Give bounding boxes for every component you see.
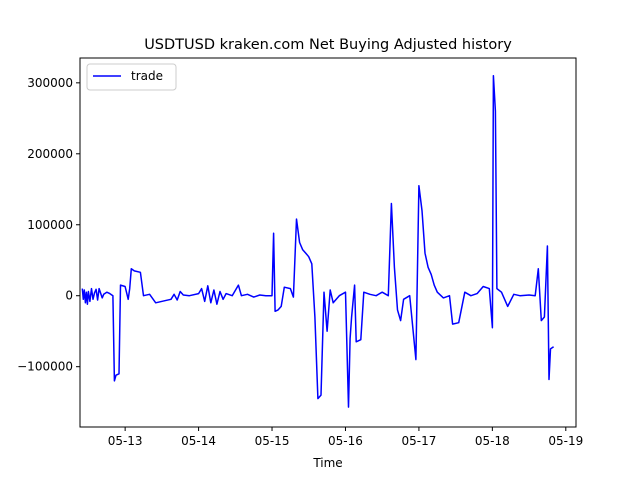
axes-layer — [79, 57, 577, 428]
y-axis-ticks: −100000 0 100000 200000 300000 — [17, 76, 80, 374]
legend-box — [86, 63, 177, 91]
series-layer — [81, 74, 555, 408]
x-tick-label-1: 05-14 — [181, 434, 216, 448]
y-tick-label-3: 200000 — [27, 147, 73, 161]
x-tick-label-5: 05-18 — [475, 434, 510, 448]
x-tick-label-2: 05-15 — [255, 434, 290, 448]
plot-background — [80, 58, 576, 427]
x-tick-label-3: 05-16 — [328, 434, 363, 448]
chart-title: USDTUSD kraken.com Net Buying Adjusted h… — [144, 37, 512, 53]
y-tick-label-1: 0 — [65, 289, 73, 303]
plot-area — [80, 58, 576, 427]
x-tick-label-4: 05-17 — [401, 434, 436, 448]
x-axis-label: Time — [312, 456, 342, 470]
series-line-0 — [81, 74, 555, 408]
x-axis-ticks: 05-13 05-14 05-15 05-16 05-17 05-18 05-19 — [108, 427, 583, 448]
axes-frame — [79, 57, 577, 428]
x-tick-label-0: 05-13 — [108, 434, 143, 448]
legend-label-trade: trade — [131, 69, 163, 83]
y-tick-label-0: −100000 — [17, 360, 73, 374]
y-tick-label-4: 300000 — [27, 76, 73, 90]
y-tick-label-2: 100000 — [27, 218, 73, 232]
legend: trade — [86, 63, 177, 91]
x-tick-label-6: 05-19 — [548, 434, 583, 448]
